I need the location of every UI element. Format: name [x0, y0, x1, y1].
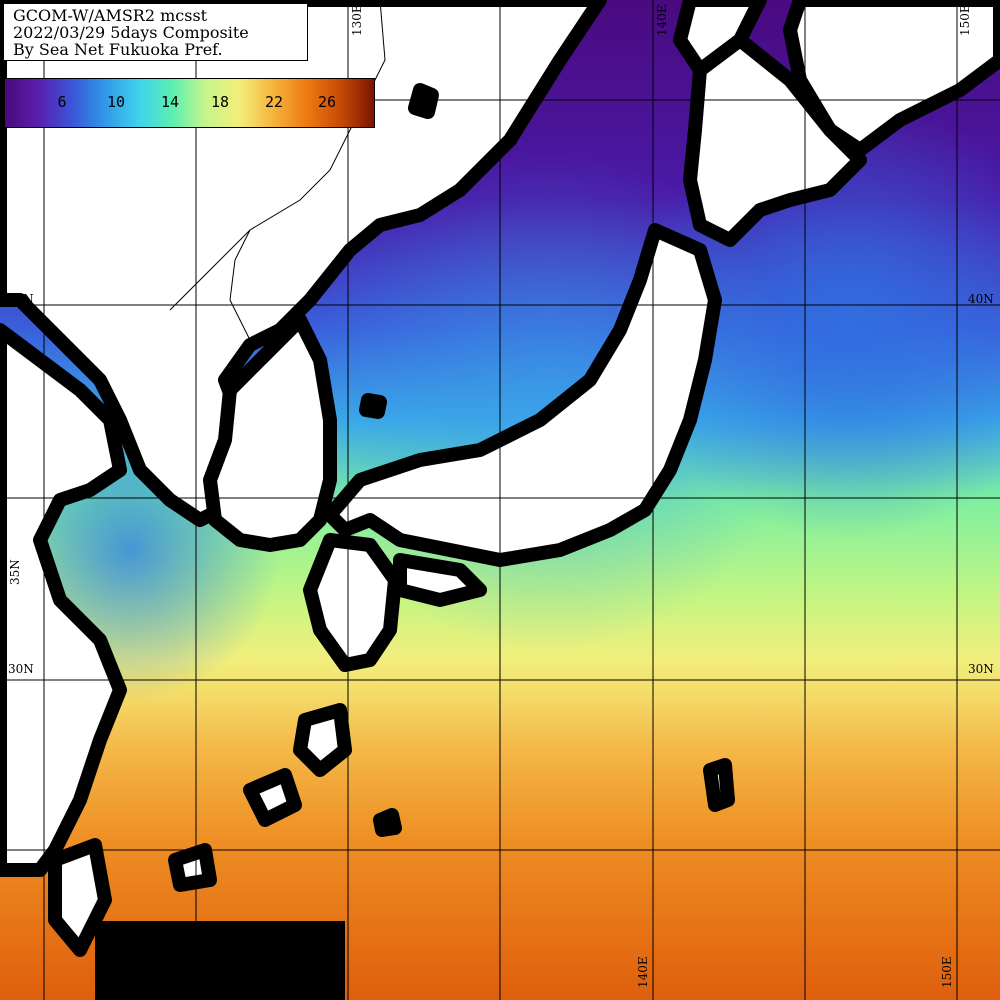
land-ryukyu-1 [293, 703, 352, 777]
title-credit: By Sea Net Fukuoka Pref. [13, 40, 223, 59]
border-lines [169, 0, 386, 341]
no-data-block [95, 921, 345, 1000]
temperature-legend: 6 10 14 18 22 26 [4, 78, 375, 128]
legend-tick: 10 [106, 93, 126, 111]
map-title-box: GCOM-W/AMSR2 mcsst 2022/03/29 5days Comp… [3, 3, 308, 61]
lat-label-30n-right: 30N [968, 662, 994, 676]
land-hokkaido [683, 33, 867, 247]
land-kuril-peninsula [783, 0, 1000, 157]
legend-tick: 18 [210, 93, 230, 111]
lon-label-150e-bottom: 150E [940, 956, 954, 988]
lon-label-130e-top: 130E [350, 4, 364, 36]
land-ryukyu-2 [243, 768, 302, 827]
legend-tick: 22 [264, 93, 284, 111]
land-kyushu [303, 533, 402, 672]
lat-label-35n-left: 35N [8, 559, 22, 585]
land-honshu [323, 223, 722, 567]
title-date: 2022/03/29 5days Composite [13, 23, 249, 42]
land-layer [0, 0, 1000, 957]
border-line-north [169, 0, 386, 311]
land-small-island-b [408, 83, 439, 119]
land-ryukyu-3 [168, 843, 217, 892]
lat-label-40n-right: 40N [968, 292, 994, 306]
legend-tick: 6 [57, 93, 67, 111]
legend-tick: 14 [160, 93, 180, 111]
legend-tick: 26 [317, 93, 337, 111]
lon-label-140e-bottom: 140E [636, 956, 650, 988]
land-sakhalin [673, 0, 767, 77]
lon-label-140e-top: 140E [655, 4, 669, 36]
land-taiwan [48, 838, 112, 957]
legend-color-bar [5, 79, 374, 127]
lat-label-30n-left: 30N [8, 662, 34, 676]
border-line-west [229, 229, 251, 341]
land-small-island-a [373, 808, 402, 837]
title-sensor: GCOM-W/AMSR2 mcsst [13, 6, 208, 25]
lat-label-40n-left: 40N [8, 292, 34, 306]
land-korea [203, 313, 337, 552]
lon-label-150e-top: 150E [958, 4, 972, 36]
land-small-island-c [359, 393, 387, 419]
land-izu-island [703, 758, 735, 812]
